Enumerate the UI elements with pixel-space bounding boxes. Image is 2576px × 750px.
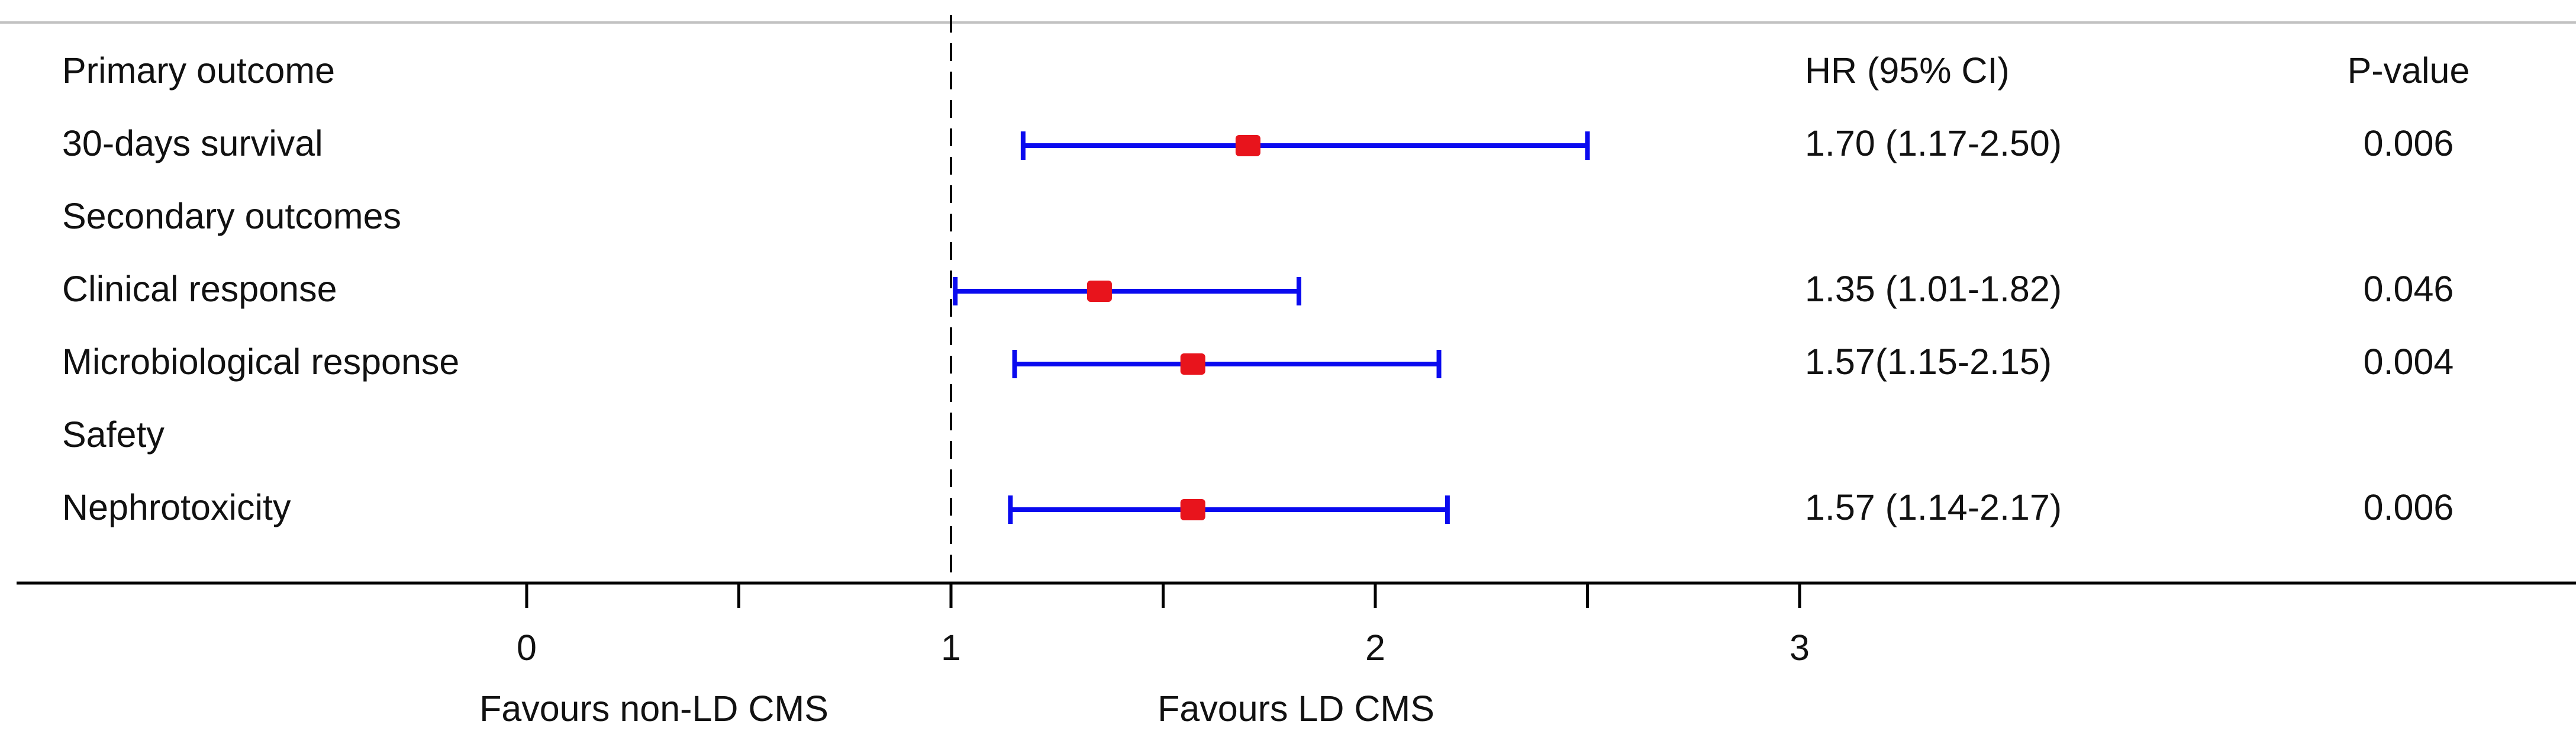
hr-estimate: 1.35 (1.01-1.82)	[1805, 269, 2062, 309]
outcome-label: 30-days survival	[62, 123, 323, 163]
outcome-label: Clinical response	[62, 269, 337, 309]
favours-right-label: Favours LD CMS	[1158, 688, 1434, 729]
x-tick-label: 2	[1365, 627, 1385, 668]
outcome-label: Microbiological response	[62, 342, 459, 382]
p-value: 0.004	[2364, 342, 2454, 382]
favours-left-label: Favours non-LD CMS	[479, 688, 828, 729]
section-header-label: Secondary outcomes	[62, 196, 401, 236]
pvalue-column-header: P-value	[2348, 50, 2470, 91]
x-axis-ticks	[525, 583, 1801, 608]
point-estimate	[1235, 135, 1260, 156]
hr-estimate: 1.70 (1.17-2.50)	[1805, 123, 2062, 163]
x-tick-label: 0	[517, 627, 537, 668]
p-value: 0.006	[2364, 123, 2454, 163]
x-axis-tick-labels: 0 1 2 3	[517, 627, 1810, 668]
section-header-label: Safety	[62, 414, 165, 455]
point-estimate	[1180, 499, 1205, 520]
section-header-label: Primary outcome	[62, 50, 335, 91]
hr-estimate: 1.57(1.15-2.15)	[1805, 342, 2052, 382]
point-estimate	[1180, 353, 1205, 375]
x-tick-label: 3	[1790, 627, 1810, 668]
x-tick-label: 1	[941, 627, 961, 668]
forest-rows: Primary outcome 30-days survival 1.70 (1.1…	[62, 50, 2454, 527]
p-value: 0.046	[2364, 269, 2454, 309]
outcome-label: Nephrotoxicity	[62, 487, 291, 527]
p-value: 0.006	[2364, 487, 2454, 527]
hr-estimate: 1.57 (1.14-2.17)	[1805, 487, 2062, 527]
point-estimate	[1087, 281, 1112, 302]
hr-column-header: HR (95% CI)	[1805, 50, 2010, 91]
